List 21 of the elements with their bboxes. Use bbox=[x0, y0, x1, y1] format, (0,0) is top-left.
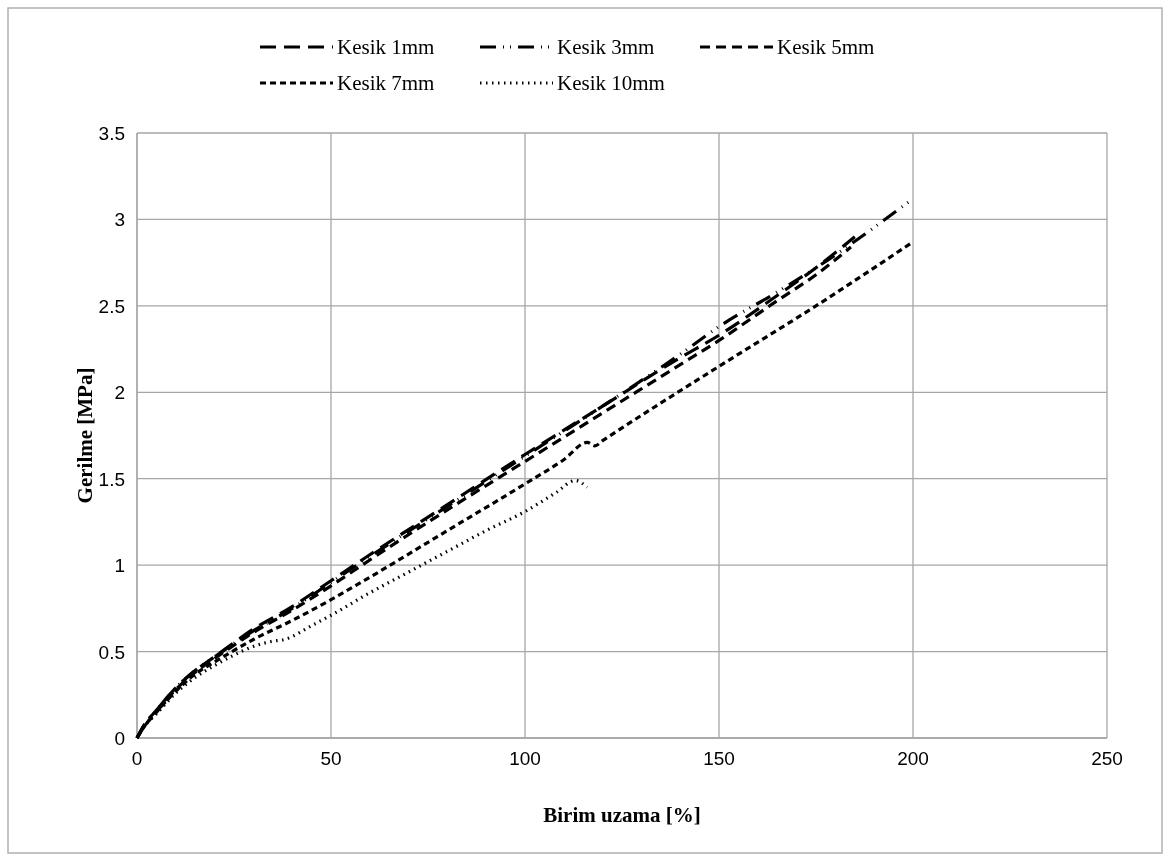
y-axis-title: Gerilme [MPa] bbox=[73, 367, 97, 504]
x-tick-label: 250 bbox=[1091, 748, 1123, 769]
legend-label: Kesik 5mm bbox=[777, 35, 875, 59]
y-tick-label: 2.5 bbox=[98, 295, 125, 317]
legend-label: Kesik 1mm bbox=[337, 35, 435, 59]
y-tick-label: 0.5 bbox=[98, 641, 125, 663]
x-tick-label: 0 bbox=[131, 748, 143, 769]
legend-label: Kesik 10mm bbox=[557, 71, 665, 95]
x-tick-label: 50 bbox=[320, 748, 342, 769]
y-tick-label: 0 bbox=[114, 728, 125, 749]
y-tick-label: 2 bbox=[114, 382, 125, 404]
y-tick-label: 3.5 bbox=[98, 123, 125, 144]
legend-label: Kesik 3mm bbox=[557, 35, 655, 59]
y-tick-label: 1 bbox=[114, 555, 125, 577]
x-tick-label: 100 bbox=[509, 748, 541, 769]
x-tick-label: 200 bbox=[897, 748, 929, 769]
y-tick-label: 1.5 bbox=[98, 468, 125, 490]
legend-label: Kesik 7mm bbox=[337, 71, 435, 95]
x-axis-title: Birim uzama [%] bbox=[543, 803, 701, 827]
y-tick-label: 3 bbox=[114, 209, 125, 231]
x-tick-label: 150 bbox=[703, 748, 735, 769]
